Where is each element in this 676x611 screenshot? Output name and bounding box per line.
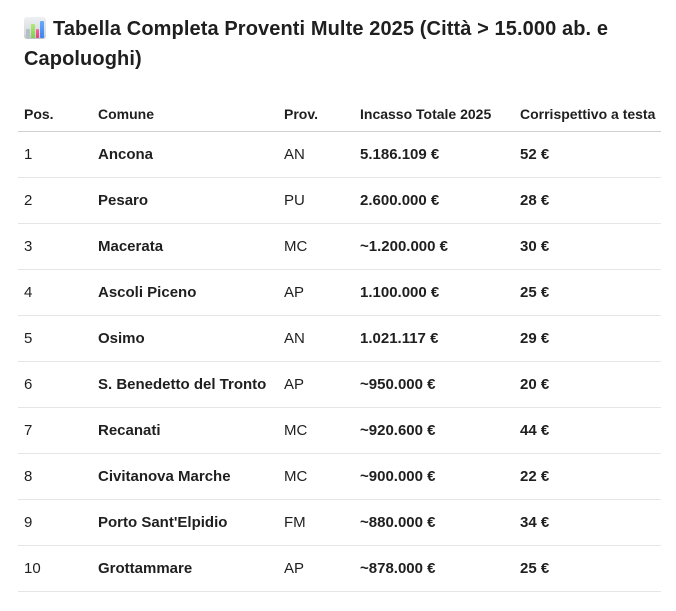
page: Tabella Completa Proventi Multe 2025 (Ci… xyxy=(0,14,676,611)
cell-corrispettivo: 28 € xyxy=(514,177,661,224)
proventi-multe-table: Pos. Comune Prov. Incasso Totale 2025 Co… xyxy=(18,98,661,592)
cell-prov: FM xyxy=(278,499,354,546)
col-header-pos: Pos. xyxy=(18,98,92,132)
cell-incasso: 1.100.000 € xyxy=(354,269,514,316)
cell-pos: 1 xyxy=(18,131,92,178)
cell-corrispettivo: 25 € xyxy=(514,269,661,316)
table-row: 1 Ancona AN 5.186.109 €52 € xyxy=(18,131,661,178)
cell-incasso: ~880.000 € xyxy=(354,499,514,546)
table-row: 7 Recanati MC ~920.600 €44 € xyxy=(18,407,661,454)
cell-pos: 6 xyxy=(18,361,92,408)
table-row: 10 Grottammare AP ~878.000 €25 € xyxy=(18,545,661,592)
cell-comune: Macerata xyxy=(92,223,278,270)
cell-pos: 3 xyxy=(18,223,92,270)
cell-incasso: ~1.200.000 € xyxy=(354,223,514,270)
cell-corrispettivo: 22 € xyxy=(514,453,661,500)
cell-incasso: 2.600.000 € xyxy=(354,177,514,224)
bar-chart-icon-pink-bar xyxy=(35,29,40,38)
bar-chart-icon-blue-bar xyxy=(40,21,44,38)
cell-corrispettivo: 20 € xyxy=(514,361,661,408)
cell-pos: 7 xyxy=(18,407,92,454)
table-row: 3 Macerata MC ~1.200.000 €30 € xyxy=(18,223,661,270)
col-header-prov: Prov. xyxy=(278,98,354,132)
cell-pos: 2 xyxy=(18,177,92,224)
cell-comune: Osimo xyxy=(92,315,278,362)
table-body: 1 Ancona AN 5.186.109 €52 €2 Pesaro PU 2.600.0… xyxy=(18,131,661,592)
cell-prov: AP xyxy=(278,361,354,408)
cell-prov: AP xyxy=(278,545,354,592)
cell-comune: Ancona xyxy=(92,131,278,178)
cell-corrispettivo: 25 € xyxy=(514,545,661,592)
cell-incasso: ~878.000 € xyxy=(354,545,514,592)
cell-corrispettivo: 44 € xyxy=(514,407,661,454)
cell-corrispettivo: 29 € xyxy=(514,315,661,362)
cell-incasso: ~900.000 € xyxy=(354,453,514,500)
bar-chart-icon-green-bar xyxy=(30,24,35,38)
table-row: 5 Osimo AN 1.021.117 €29 € xyxy=(18,315,661,362)
cell-comune: Porto Sant'Elpidio xyxy=(92,499,278,546)
cell-pos: 8 xyxy=(18,453,92,500)
cell-prov: AP xyxy=(278,269,354,316)
cell-prov: MC xyxy=(278,407,354,454)
cell-corrispettivo: 34 € xyxy=(514,499,661,546)
cell-corrispettivo: 52 € xyxy=(514,131,661,178)
cell-comune: Grottammare xyxy=(92,545,278,592)
cell-pos: 9 xyxy=(18,499,92,546)
cell-incasso: ~950.000 € xyxy=(354,361,514,408)
cell-pos: 4 xyxy=(18,269,92,316)
cell-pos: 10 xyxy=(18,545,92,592)
cell-comune: Civitanova Marche xyxy=(92,453,278,500)
bar-chart-icon-gray-bar xyxy=(26,29,30,38)
cell-corrispettivo: 30 € xyxy=(514,223,661,270)
cell-comune: Ascoli Piceno xyxy=(92,269,278,316)
col-header-incasso: Incasso Totale 2025 xyxy=(354,98,514,132)
cell-prov: AN xyxy=(278,131,354,178)
table-header-row: Pos. Comune Prov. Incasso Totale 2025 Co… xyxy=(18,98,661,132)
cell-comune: Pesaro xyxy=(92,177,278,224)
cell-prov: MC xyxy=(278,223,354,270)
col-header-corrispettivo: Corrispettivo a testa xyxy=(514,98,661,132)
table-row: 8 Civitanova Marche MC ~900.000 €22 € xyxy=(18,453,661,500)
table-row: 4 Ascoli Piceno AP 1.100.000 €25 € xyxy=(18,269,661,316)
cell-prov: AN xyxy=(278,315,354,362)
table-row: 6 S. Benedetto del Tronto AP ~950.000 €20 € xyxy=(18,361,661,408)
table-row: 9 Porto Sant'Elpidio FM ~880.000 €34 € xyxy=(18,499,661,546)
cell-prov: PU xyxy=(278,177,354,224)
page-title-text: Tabella Completa Proventi Multe 2025 (Ci… xyxy=(24,18,609,70)
cell-incasso: ~920.600 € xyxy=(354,407,514,454)
cell-comune: Recanati xyxy=(92,407,278,454)
table-row: 2 Pesaro PU 2.600.000 €28 € xyxy=(18,177,661,224)
cell-prov: MC xyxy=(278,453,354,500)
cell-pos: 5 xyxy=(18,315,92,362)
cell-incasso: 5.186.109 € xyxy=(354,131,514,178)
page-title: Tabella Completa Proventi Multe 2025 (Ci… xyxy=(24,14,650,74)
col-header-comune: Comune xyxy=(92,98,278,132)
cell-comune: S. Benedetto del Tronto xyxy=(92,361,278,408)
cell-incasso: 1.021.117 € xyxy=(354,315,514,362)
bar-chart-icon xyxy=(24,17,46,39)
